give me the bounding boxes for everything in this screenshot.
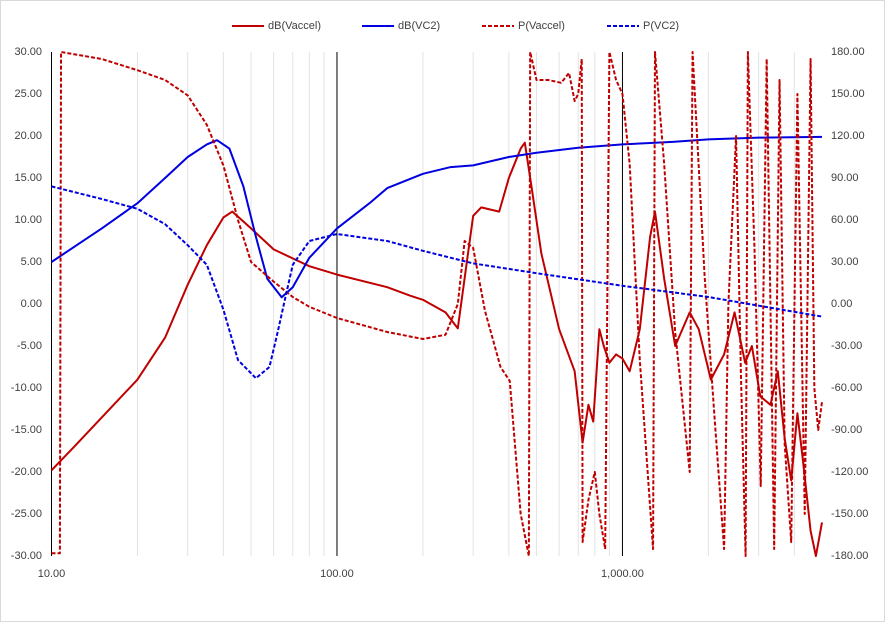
series-line (51, 141, 823, 557)
y2-tick-label: -180.00 (831, 550, 868, 562)
y2-tick-label: 60.00 (831, 214, 859, 226)
y2-tick-label: 30.00 (831, 256, 859, 268)
legend-label: P(VC2) (643, 20, 679, 32)
y2-tick-label: 180.00 (831, 46, 865, 58)
series-line (51, 135, 823, 299)
y-tick-label: 5.00 (21, 256, 42, 268)
y2-tick-label: 150.00 (831, 88, 865, 100)
y2-tick-label: -30.00 (831, 340, 862, 352)
y2-tick-label: -150.00 (831, 508, 868, 520)
y2-tick-label: 90.00 (831, 172, 859, 184)
x-tick-label: 10.00 (38, 568, 66, 580)
y-tick-label: 15.00 (14, 172, 42, 184)
y-tick-label: 0.00 (21, 298, 42, 310)
y-tick-label: -10.00 (11, 382, 42, 394)
y2-tick-label: -60.00 (831, 382, 862, 394)
y-tick-label: 20.00 (14, 130, 42, 142)
x-tick-label: 1,000.00 (601, 568, 644, 580)
y-tick-label: 25.00 (14, 88, 42, 100)
y2-tick-label: 120.00 (831, 130, 865, 142)
legend-label: dB(VC2) (398, 20, 440, 32)
legend-label: P(Vaccel) (518, 20, 565, 32)
legend-label: dB(Vaccel) (268, 20, 321, 32)
y2-tick-label: -90.00 (831, 424, 862, 436)
y-tick-label: -30.00 (11, 550, 42, 562)
series-line (51, 185, 823, 380)
y-tick-label: -5.00 (17, 340, 42, 352)
y2-tick-label: 0.00 (831, 298, 852, 310)
x-tick-label: 100.00 (320, 568, 354, 580)
plot-lines (51, 51, 823, 557)
y-tick-label: 10.00 (14, 214, 42, 226)
y-tick-label: -25.00 (11, 508, 42, 520)
y-tick-label: -15.00 (11, 424, 42, 436)
y-tick-label: 30.00 (14, 46, 42, 58)
series-line (51, 51, 823, 557)
y-tick-label: -20.00 (11, 466, 42, 478)
y2-tick-label: -120.00 (831, 466, 868, 478)
